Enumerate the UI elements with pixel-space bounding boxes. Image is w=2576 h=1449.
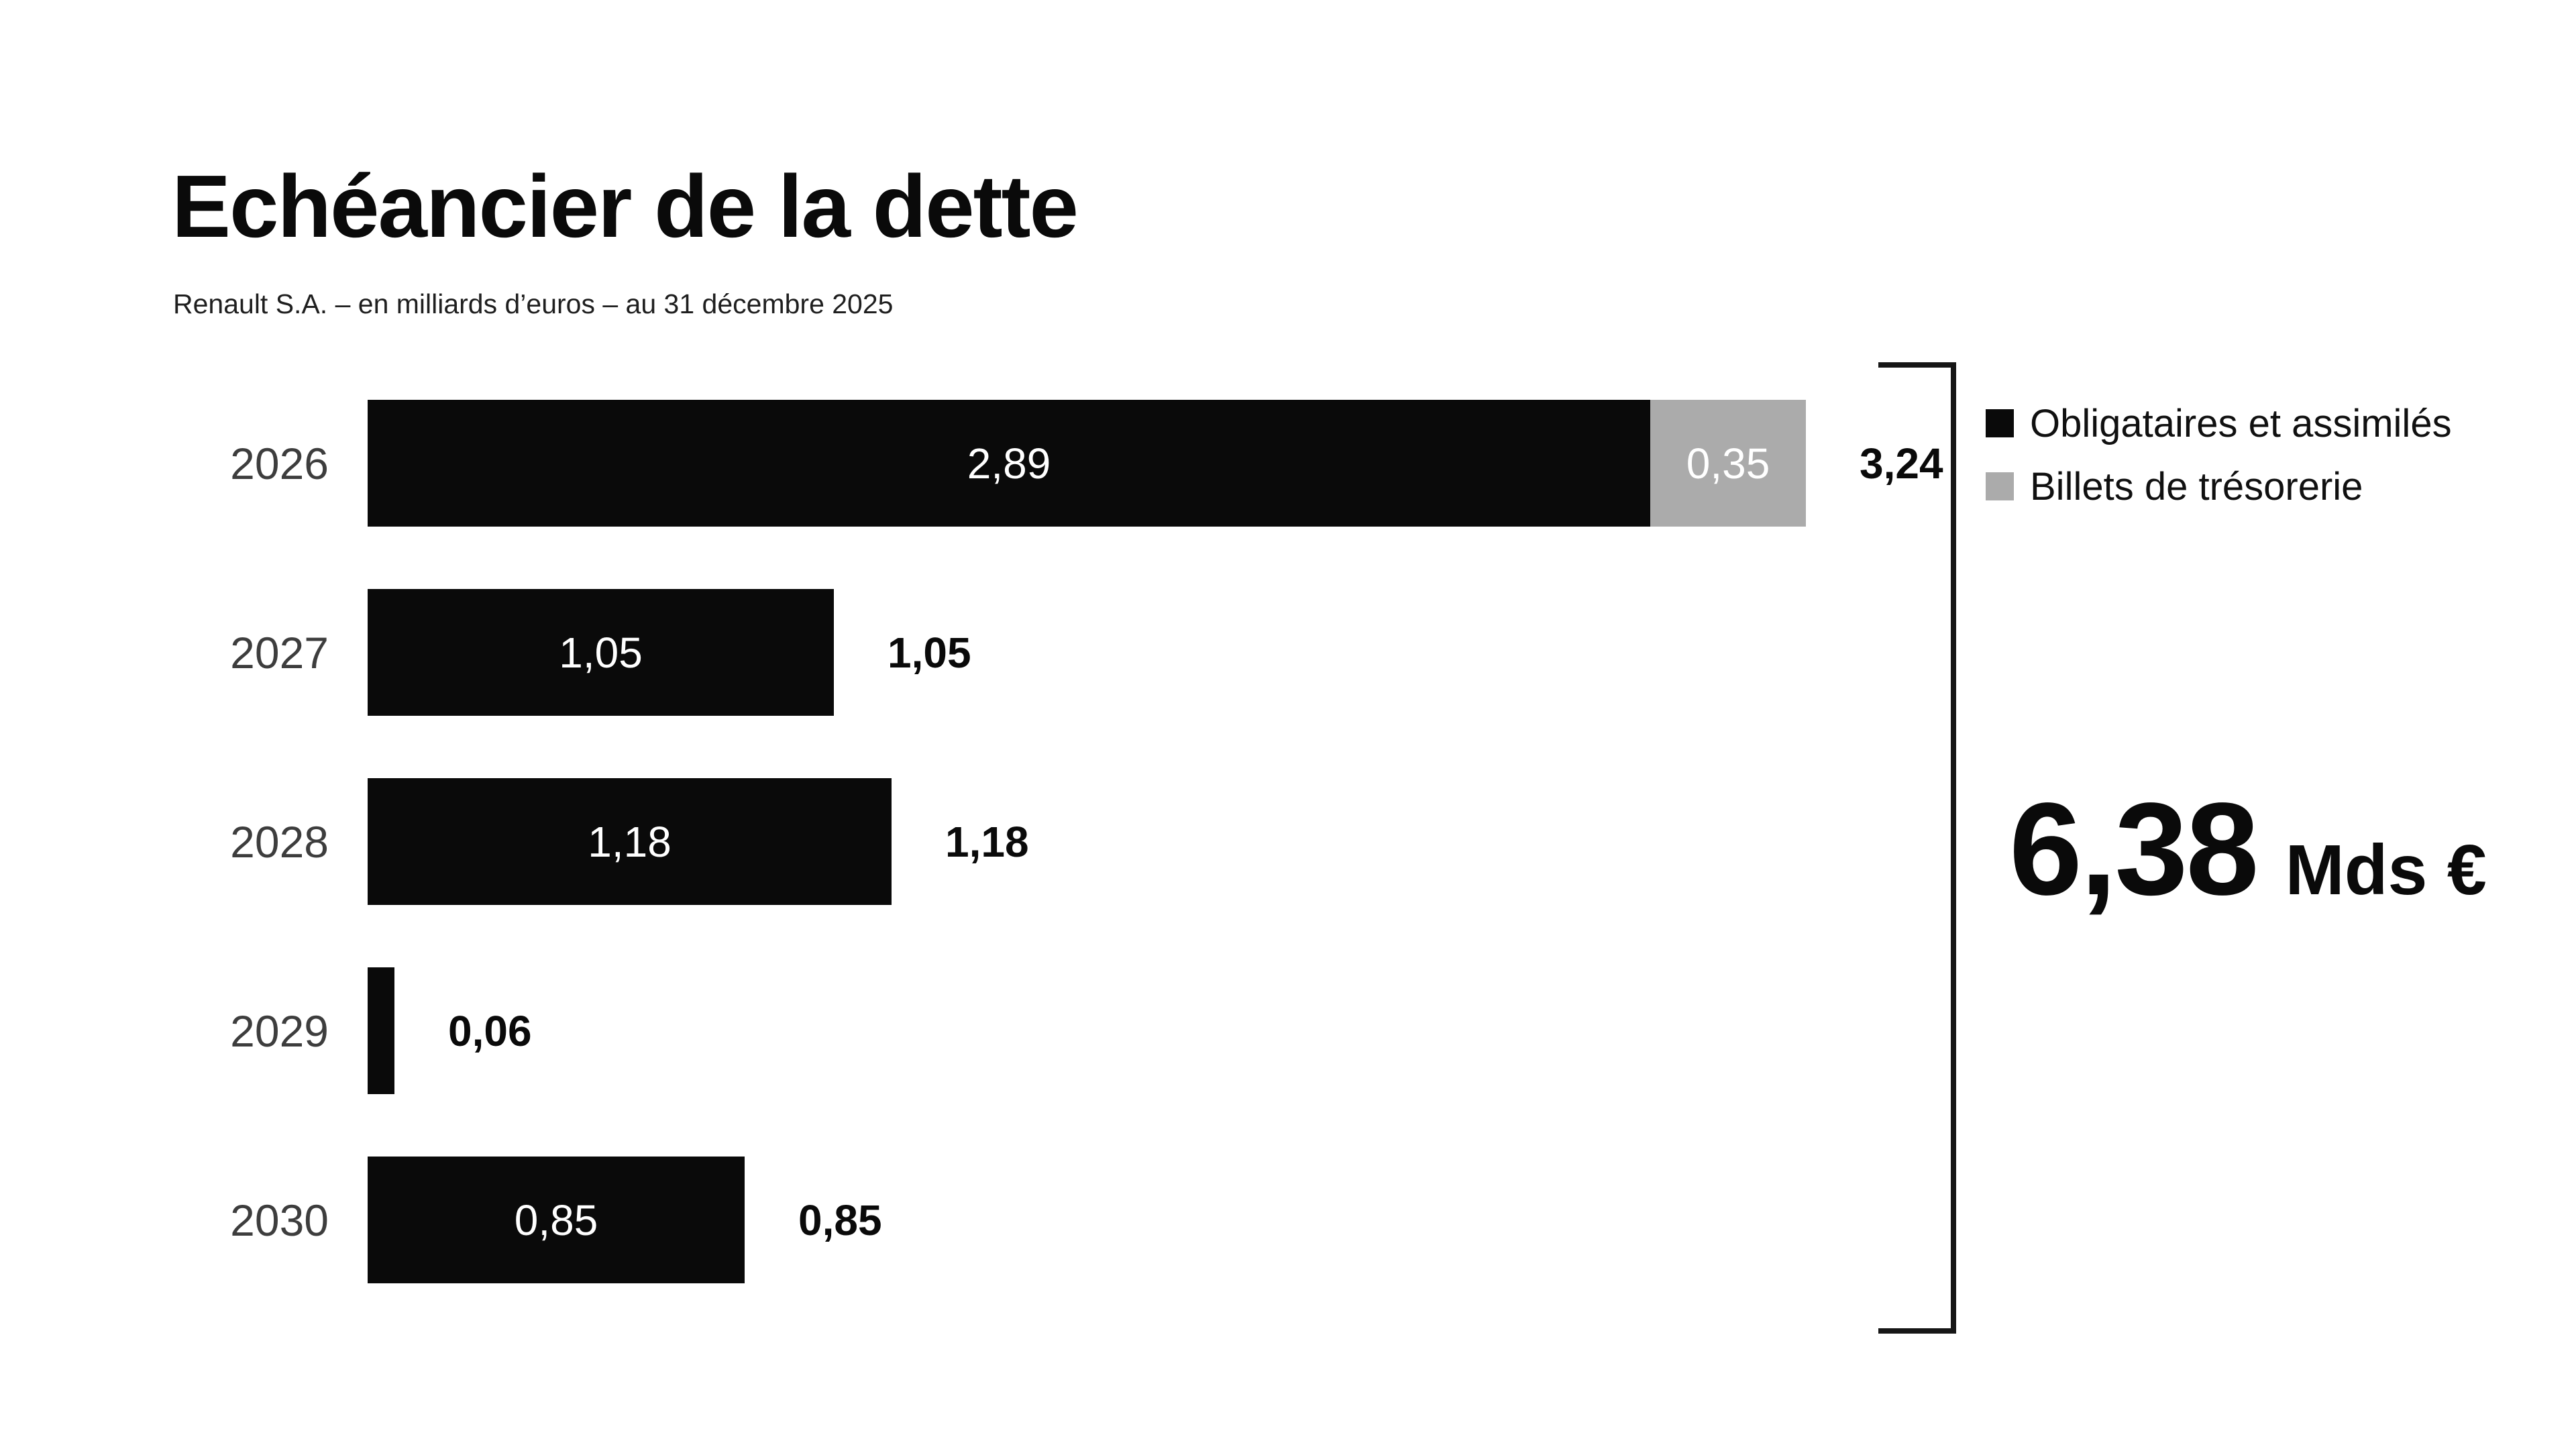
chart-title: Echéancier de la dette: [172, 157, 1079, 256]
legend-swatch-black-icon: [1986, 409, 2014, 437]
year-label: 2026: [230, 438, 329, 488]
bar-group: [368, 967, 394, 1094]
bar-segment-bond: 1,05: [368, 589, 834, 716]
bar-chart-area: 2026 2,89 0,35 3,24 2027 1,05 1,05 2028 …: [0, 400, 1943, 1346]
chart-subtitle: Renault S.A. – en milliards d’euros – au…: [173, 288, 894, 319]
grand-total: 6,38 Mds €: [2009, 784, 2487, 915]
legend-swatch-gray-icon: [1986, 472, 2014, 500]
chart-row-2030: 2030 0,85 0,85: [0, 1157, 1943, 1283]
bar-segment-bond: 2,89: [368, 400, 1650, 527]
year-label: 2029: [230, 1006, 329, 1056]
bar-segment-bond: 1,18: [368, 778, 892, 905]
chart-row-2029: 2029 0,06: [0, 967, 1943, 1094]
row-total-label: 0,85: [798, 1195, 882, 1244]
bar-segment-bond: [368, 967, 394, 1094]
bar-value-label: 1,18: [588, 817, 672, 866]
grand-total-unit: Mds €: [2285, 830, 2487, 910]
legend: Obligataires et assimilés Billets de tré…: [1986, 392, 2452, 518]
legend-item-commercial-paper: Billets de trésorerie: [1986, 455, 2452, 518]
bar-group: 1,18: [368, 778, 892, 905]
grand-total-value: 6,38: [2009, 775, 2259, 922]
chart-row-2027: 2027 1,05 1,05: [0, 589, 1943, 716]
row-total-label: 0,06: [448, 1006, 532, 1055]
total-bracket: [1878, 362, 1956, 1334]
row-total-label: 1,18: [945, 817, 1029, 866]
bar-group: 0,85: [368, 1157, 745, 1283]
bar-value-label: 0,85: [514, 1195, 598, 1244]
legend-label: Billets de trésorerie: [2030, 464, 2363, 508]
row-total-label: 3,24: [1860, 439, 1943, 488]
bar-value-label: 0,35: [1686, 439, 1770, 488]
year-label: 2030: [230, 1195, 329, 1245]
bar-value-label: 2,89: [967, 439, 1051, 488]
chart-row-2026: 2026 2,89 0,35 3,24: [0, 400, 1943, 527]
bar-segment-bond: 0,85: [368, 1157, 745, 1283]
legend-item-bond: Obligataires et assimilés: [1986, 392, 2452, 455]
legend-label: Obligataires et assimilés: [2030, 401, 2452, 445]
bar-group: 1,05: [368, 589, 834, 716]
bar-value-label: 1,05: [559, 628, 643, 677]
bar-segment-commercial-paper: 0,35: [1650, 400, 1806, 527]
row-total-label: 1,05: [888, 628, 971, 677]
year-label: 2028: [230, 816, 329, 867]
bar-group: 2,89 0,35: [368, 400, 1806, 527]
chart-row-2028: 2028 1,18 1,18: [0, 778, 1943, 905]
year-label: 2027: [230, 627, 329, 678]
